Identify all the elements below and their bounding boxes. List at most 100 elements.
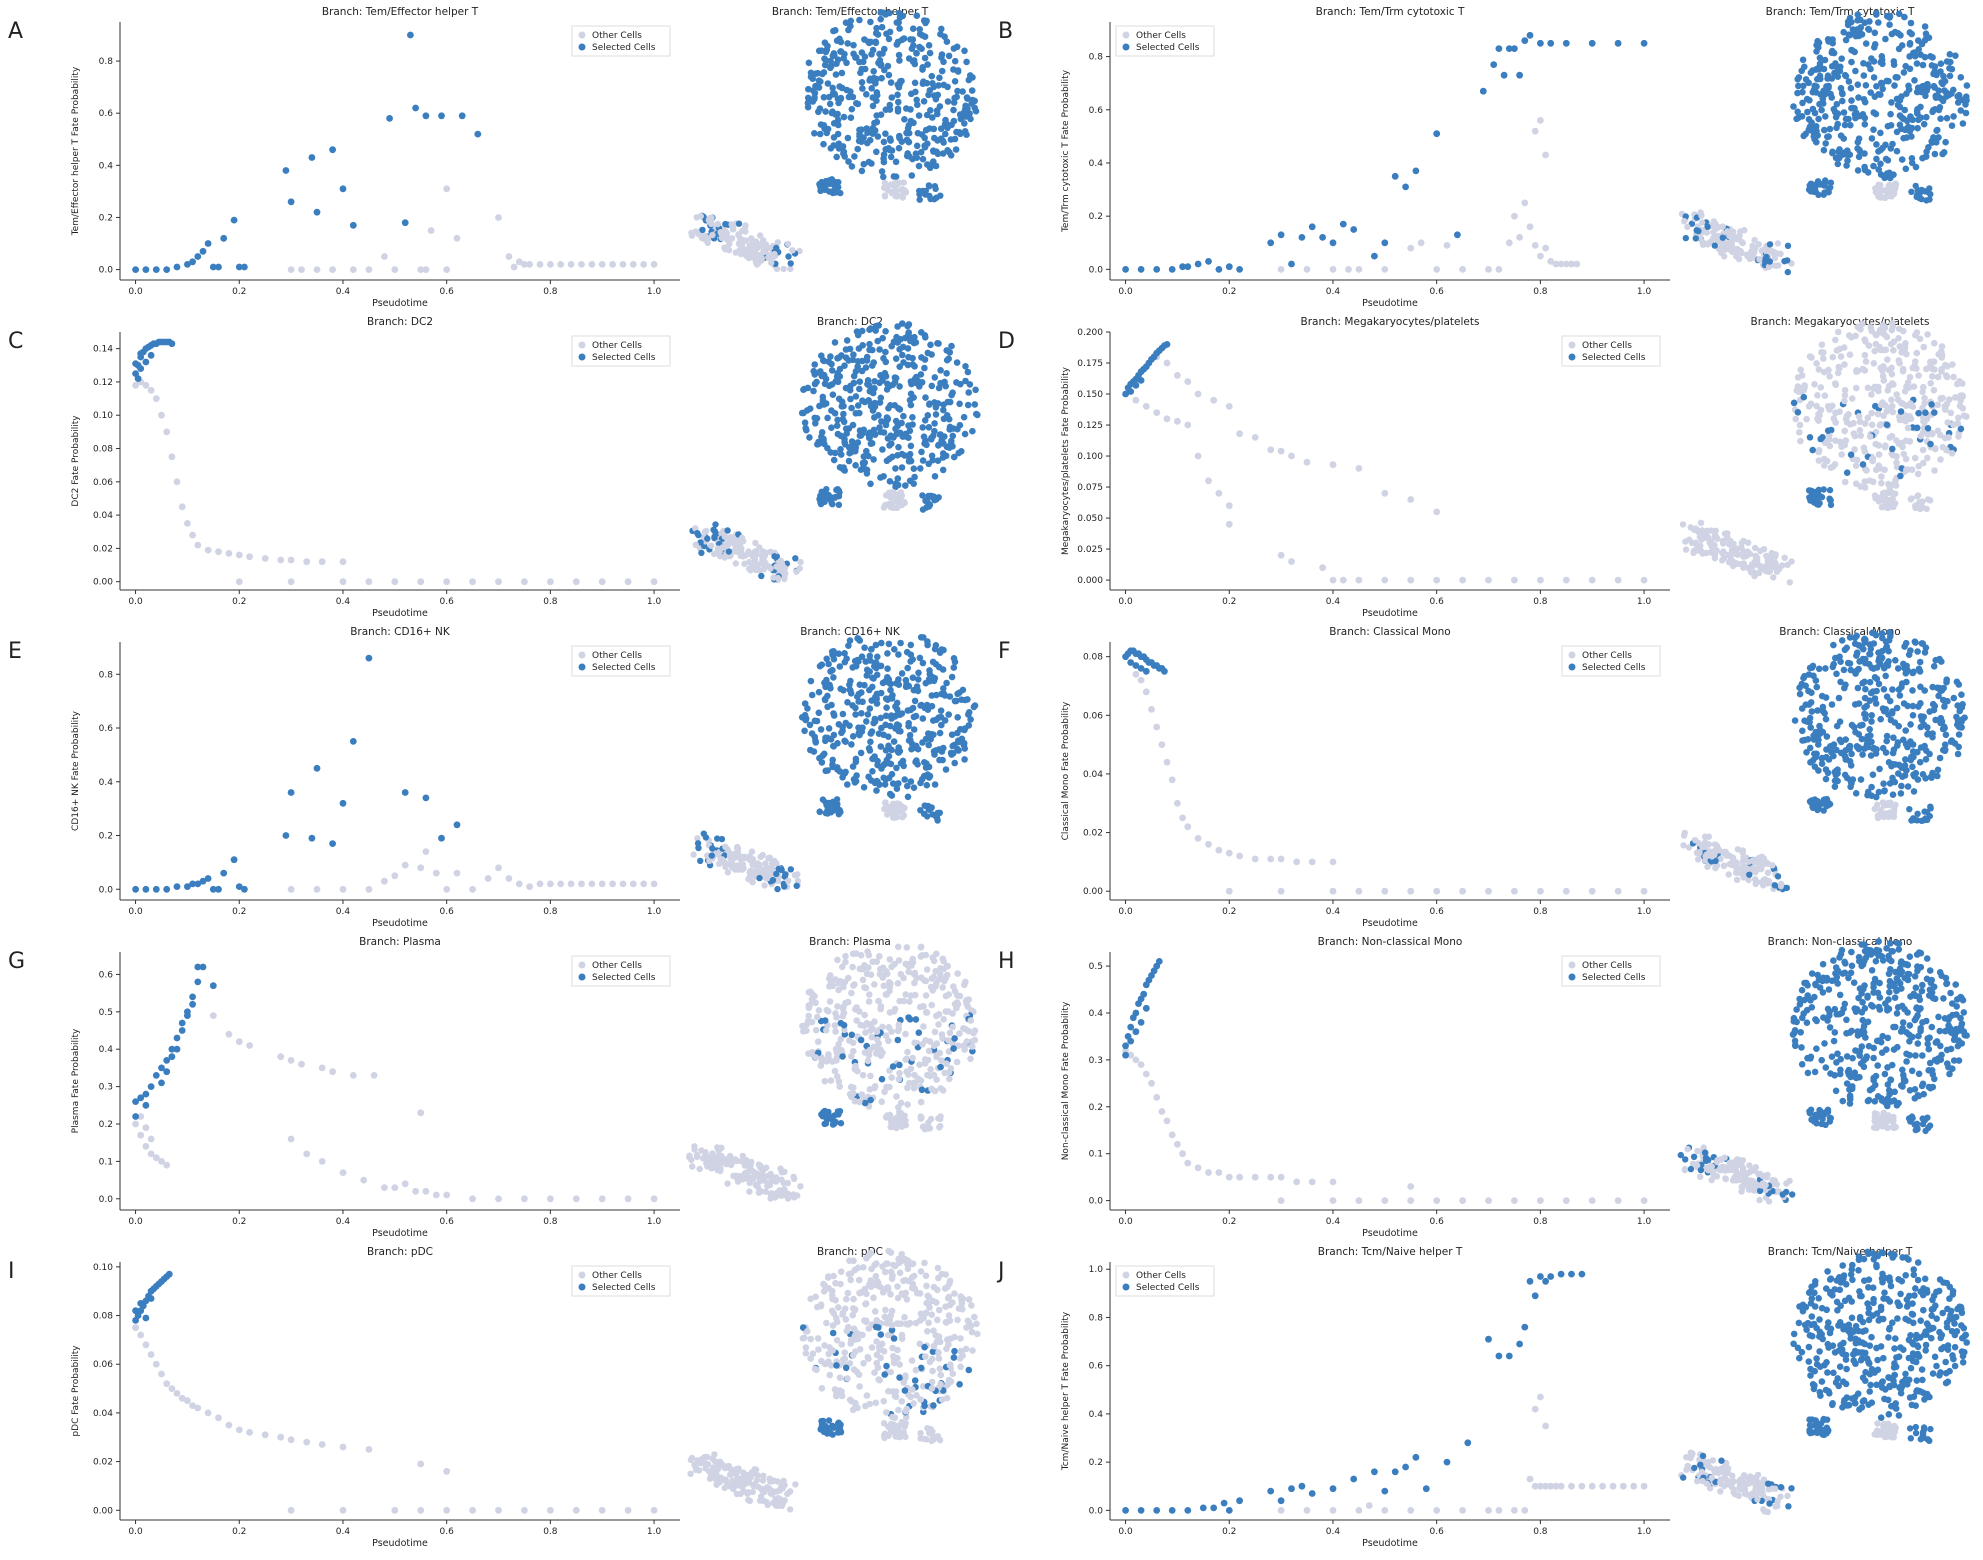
selected-cell-point [1547, 40, 1554, 47]
umap-point [813, 1027, 820, 1034]
umap-point [918, 371, 925, 378]
umap-point [951, 454, 958, 461]
umap-point [840, 687, 847, 694]
selected-cell-point [438, 835, 445, 842]
umap-point [1958, 691, 1965, 698]
umap-point [1922, 23, 1929, 30]
umap-point [1860, 60, 1867, 67]
umap-point [1891, 746, 1898, 753]
umap-point [897, 640, 904, 647]
umap-point [869, 728, 876, 735]
umap-point [1891, 82, 1898, 89]
umap-point [849, 964, 856, 971]
selected-cell-point [163, 266, 170, 273]
umap-point [935, 340, 942, 347]
umap-point [1847, 351, 1854, 358]
umap-point [746, 559, 752, 565]
umap-point [921, 98, 928, 105]
umap-point [966, 709, 973, 716]
umap-point [896, 363, 903, 370]
umap-point [1899, 680, 1906, 687]
umap-point [880, 965, 887, 972]
umap-point [849, 106, 856, 113]
umap-point [1914, 350, 1921, 357]
umap-point [1866, 661, 1873, 668]
umap-point [879, 1076, 886, 1083]
umap-point [1867, 66, 1874, 73]
legend-other-label: Other Cells [1582, 651, 1632, 661]
umap-point [1851, 430, 1858, 437]
umap-point [1809, 447, 1816, 454]
umap-point [1821, 182, 1827, 188]
umap-point [1944, 363, 1951, 370]
umap-point [767, 565, 773, 571]
other-cell-point [1589, 888, 1596, 895]
umap-point [1765, 557, 1771, 563]
legend-selected-marker [579, 664, 586, 671]
x-tick-label: 1.0 [1637, 907, 1652, 917]
umap-point [945, 963, 952, 970]
umap-point [804, 705, 811, 712]
umap-point [906, 321, 913, 328]
umap-point [850, 951, 857, 958]
umap-point [1801, 382, 1808, 389]
umap-point [817, 105, 824, 112]
selected-cell-point [1184, 263, 1191, 270]
umap-point [887, 106, 894, 113]
umap-point [1907, 113, 1914, 120]
umap-point [1961, 714, 1968, 721]
umap-point [1835, 329, 1842, 336]
selected-cell-point [137, 365, 144, 372]
umap-point [945, 355, 952, 362]
umap-point [1912, 358, 1919, 365]
other-cell-point [226, 550, 233, 557]
legend-selected-marker [579, 354, 586, 361]
umap-point [858, 66, 865, 73]
umap-point [910, 36, 917, 43]
umap-point [805, 385, 812, 392]
umap-point [1792, 416, 1799, 423]
umap-point [1889, 320, 1896, 327]
umap-point [1839, 90, 1846, 97]
umap-point [1921, 400, 1928, 407]
y-tick-label: 0.025 [1077, 545, 1103, 555]
umap-point [824, 1007, 831, 1014]
x-tick-label: 0.0 [128, 907, 143, 917]
umap-point [811, 130, 818, 137]
other-cell-point [163, 429, 170, 436]
x-tick-label: 0.4 [1326, 287, 1341, 297]
umap-point [823, 49, 830, 56]
umap-point [1884, 422, 1891, 429]
y-tick-label: 0.200 [1077, 328, 1103, 338]
selected-cell-point [189, 1001, 196, 1008]
umap-point [942, 131, 949, 138]
umap-point [927, 494, 933, 500]
umap-point [1834, 766, 1841, 773]
umap-point [859, 85, 866, 92]
umap-point [1825, 367, 1832, 374]
umap-point [891, 738, 898, 745]
umap-point [873, 1050, 880, 1057]
umap-point [1785, 243, 1791, 249]
umap-point [1829, 75, 1836, 82]
umap-point [870, 407, 877, 414]
umap-point [952, 698, 959, 705]
umap-point [1915, 492, 1921, 498]
umap-point [882, 349, 889, 356]
umap-point [805, 1013, 812, 1020]
umap-point [880, 355, 887, 362]
umap-point [881, 983, 888, 990]
umap-point [1881, 686, 1888, 693]
umap-point [877, 474, 884, 481]
other-cell-point [1485, 266, 1492, 273]
other-cell-point [620, 261, 627, 268]
umap-point [953, 1005, 960, 1012]
umap-point [785, 253, 791, 259]
umap-point [943, 347, 950, 354]
selected-cell-point [1350, 226, 1357, 233]
other-cell-point [1288, 558, 1295, 565]
x-tick-label: 0.8 [1533, 287, 1548, 297]
other-cell-point [288, 1057, 295, 1064]
umap-point [1904, 667, 1911, 674]
umap-point [1913, 770, 1920, 777]
